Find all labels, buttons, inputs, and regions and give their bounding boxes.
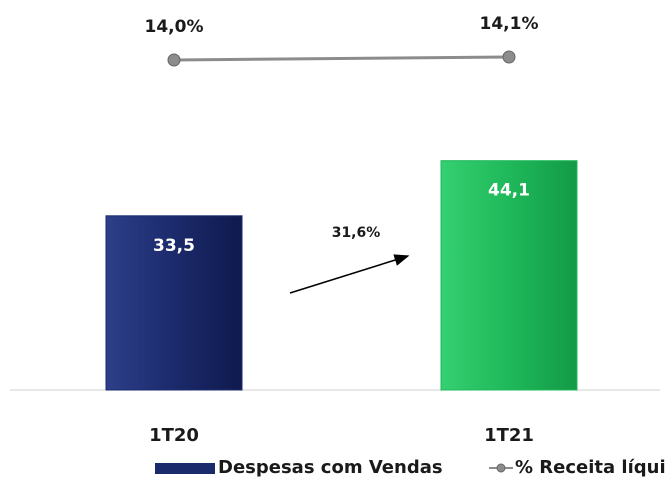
legend-marker [496,463,506,473]
x-tick-label: 1T21 [484,425,534,446]
bar [440,160,578,391]
bar-value-label: 33,5 [153,236,195,256]
bar-value-label: 44,1 [488,181,530,201]
line-marker [167,53,181,67]
line-marker [502,50,516,64]
line [173,55,510,62]
bar [105,215,243,391]
growth-annotation: 31,6% [332,225,381,241]
legend-label: % Receita líquida [515,457,666,478]
line-value-label: 14,1% [480,14,539,34]
x-tick-label: 1T20 [149,425,199,446]
growth-arrow [289,254,410,294]
legend-swatch [155,463,215,474]
line-value-label: 14,0% [145,17,204,37]
legend-label: Despesas com Vendas [218,457,443,478]
